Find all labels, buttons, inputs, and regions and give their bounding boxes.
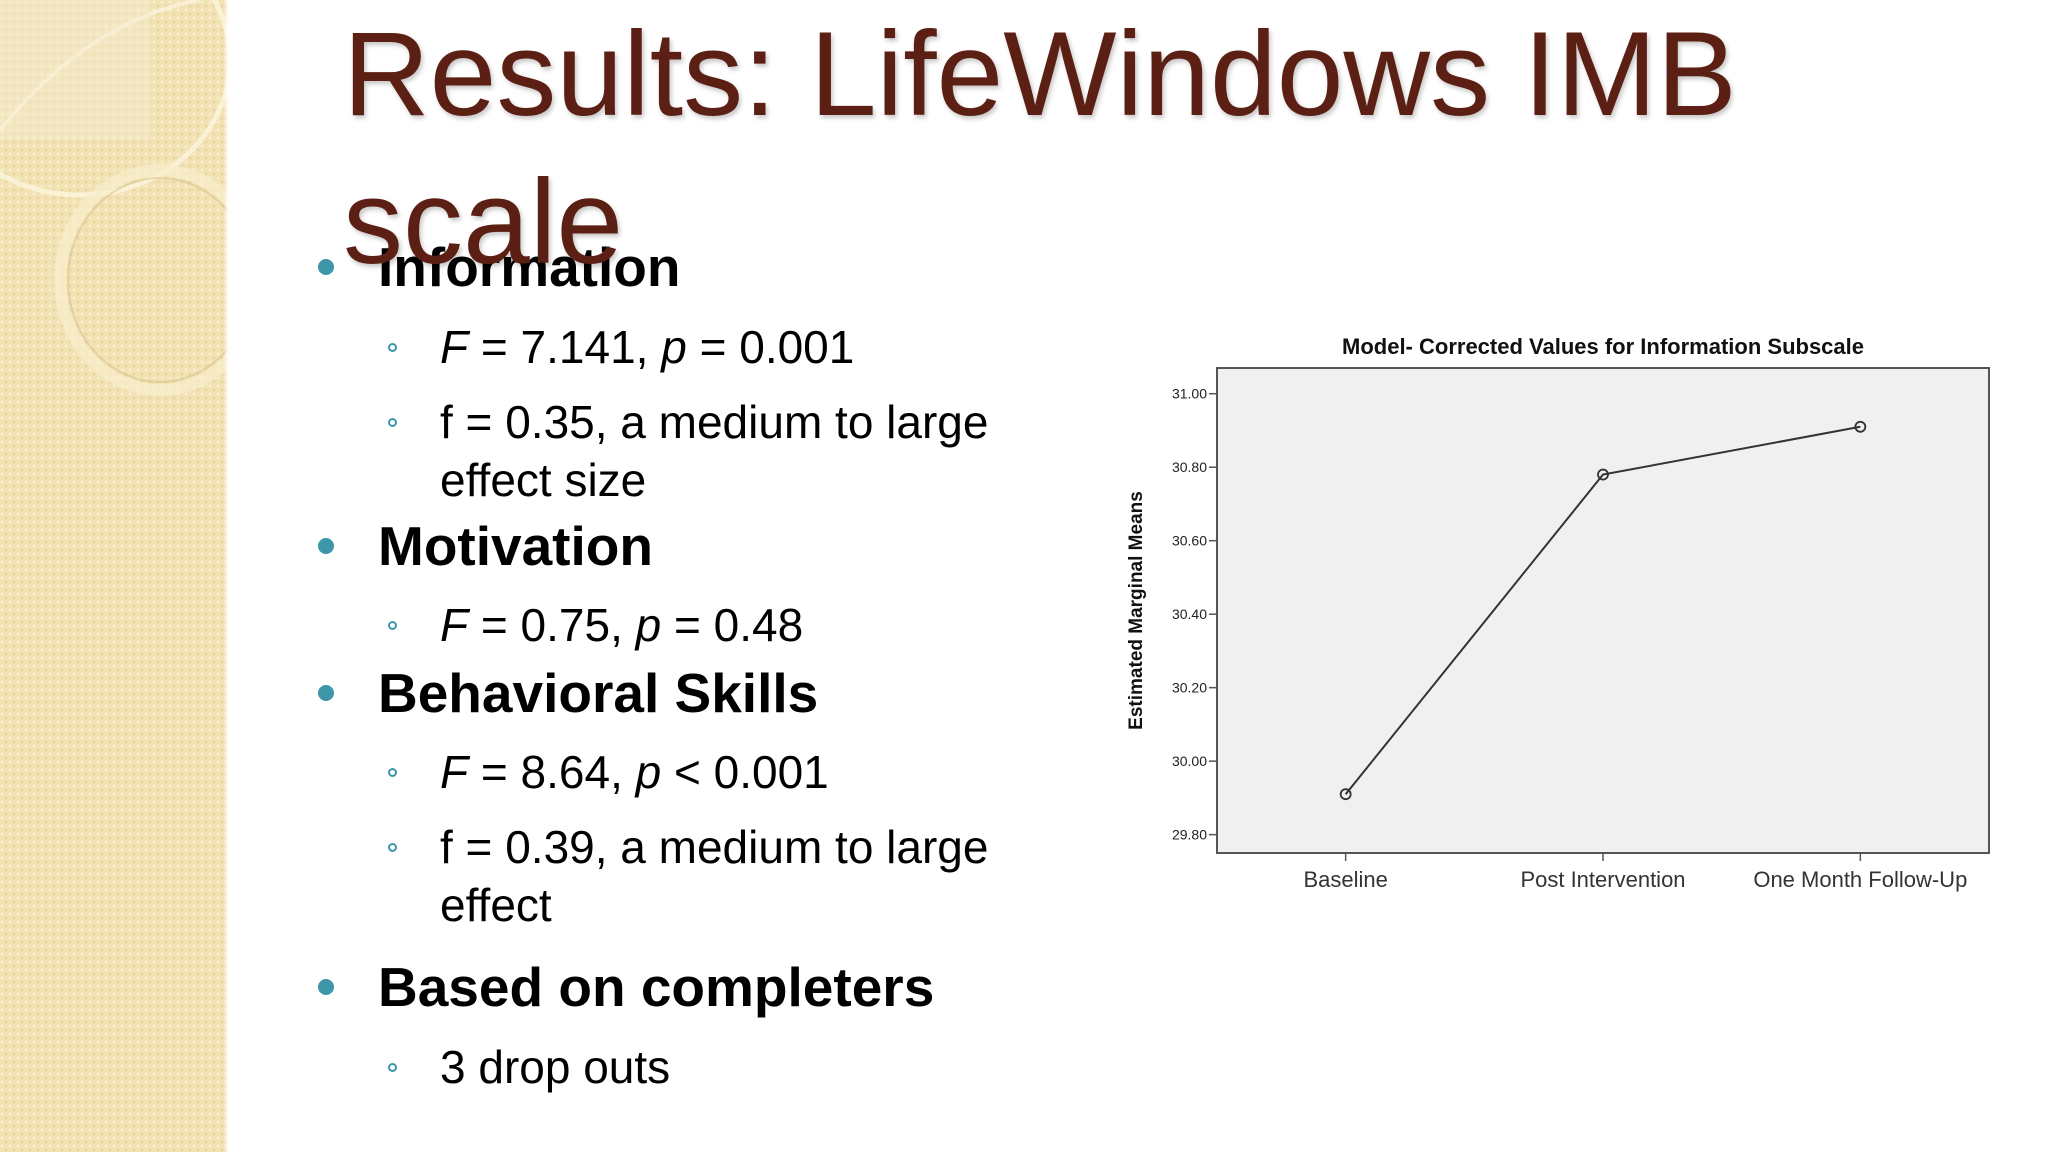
statistic-text: = 0.48: [661, 599, 804, 651]
sub-bullet-ring: [388, 418, 397, 427]
sub-bullet-text: F = 8.64, p < 0.001: [440, 743, 829, 801]
italic-symbol: p: [635, 599, 662, 651]
information-subscale-chart: Model- Corrected Values for Information …: [1120, 325, 2000, 910]
bullet-dot: [318, 979, 334, 995]
sub-bullet-text: F = 0.75, p = 0.48: [440, 596, 803, 654]
italic-symbol: p: [661, 321, 687, 373]
italic-symbol: F: [440, 599, 469, 651]
bullet-dot: [318, 538, 334, 554]
chart-plot-area: [1216, 367, 1990, 854]
sub-bullet-text: 3 drop outs: [440, 1038, 670, 1096]
sub-bullet-line: effect size: [440, 454, 647, 506]
chart-y-tick-label: 30.40: [1172, 606, 1207, 622]
statistic-text: = 7.141,: [468, 321, 662, 373]
sub-bullet-text: f = 0.39, a medium to large effect: [440, 818, 988, 934]
sub-bullet-ring: [388, 843, 397, 852]
chart-x-tick-label: One Month Follow-Up: [1753, 867, 1967, 892]
sub-bullet-ring: [388, 1063, 397, 1072]
slide-title: Results: LifeWindows IMB scale: [343, 7, 1737, 289]
chart-y-tick-label: 30.20: [1172, 680, 1207, 696]
statistic-text: = 0.75,: [468, 599, 636, 651]
decorative-sidebar: [0, 0, 228, 1152]
statistic-text: = 0.001: [686, 321, 855, 373]
sub-bullet-ring: [388, 343, 397, 352]
sub-bullet-line: f = 0.39, a medium to large: [440, 821, 989, 873]
sub-bullet-line: f = 0.35, a medium to large: [440, 396, 989, 448]
statistic-text: = 8.64,: [468, 746, 636, 798]
chart-series-line: [1344, 425, 1861, 795]
bullet-heading: Motivation: [378, 515, 653, 577]
statistic-text: < 0.001: [661, 746, 829, 798]
chart-y-tick-label: 31.00: [1172, 386, 1207, 402]
chart-data-point: [1854, 420, 1867, 433]
chart-data-point: [1339, 788, 1352, 801]
chart-y-axis-label: Estimated Marginal Means: [1126, 491, 1147, 730]
chart-data-point: [1597, 468, 1609, 481]
sub-bullet-ring: [388, 768, 397, 777]
bullet-heading: Information: [378, 236, 681, 298]
chart-x-tick-label: Baseline: [1303, 867, 1387, 892]
chart-y-tick-label: 30.60: [1172, 533, 1207, 549]
bullet-dot: [318, 685, 334, 701]
sub-bullet-line: effect: [440, 879, 552, 931]
sub-bullet-text: f = 0.35, a medium to large effect size: [440, 393, 988, 509]
sub-bullet-ring: [388, 621, 397, 630]
chart-x-tick-label: Post Intervention: [1520, 867, 1685, 892]
sidebar-ornament: [0, 0, 228, 396]
italic-symbol: F: [440, 746, 469, 798]
italic-symbol: p: [635, 746, 662, 798]
chart-y-tick-label: 30.80: [1172, 459, 1207, 475]
chart-y-tick-label: 30.00: [1172, 753, 1207, 769]
sub-bullet-text: F = 7.141, p = 0.001: [440, 318, 854, 376]
bullet-heading: Behavioral Skills: [378, 662, 819, 724]
italic-symbol: F: [440, 321, 469, 373]
bullet-dot: [318, 259, 334, 275]
chart-title: Model- Corrected Values for Information …: [1342, 334, 1864, 359]
bullet-list: Information F = 7.141, p = 0.001 f = 0.35,…: [318, 236, 988, 1096]
bullet-heading: Based on completers: [378, 956, 935, 1018]
statistic-text: 3 drop outs: [440, 1041, 671, 1093]
chart-svg: Model- Corrected Values for Information …: [1126, 334, 1990, 892]
chart-y-tick-label: 29.80: [1172, 827, 1207, 843]
